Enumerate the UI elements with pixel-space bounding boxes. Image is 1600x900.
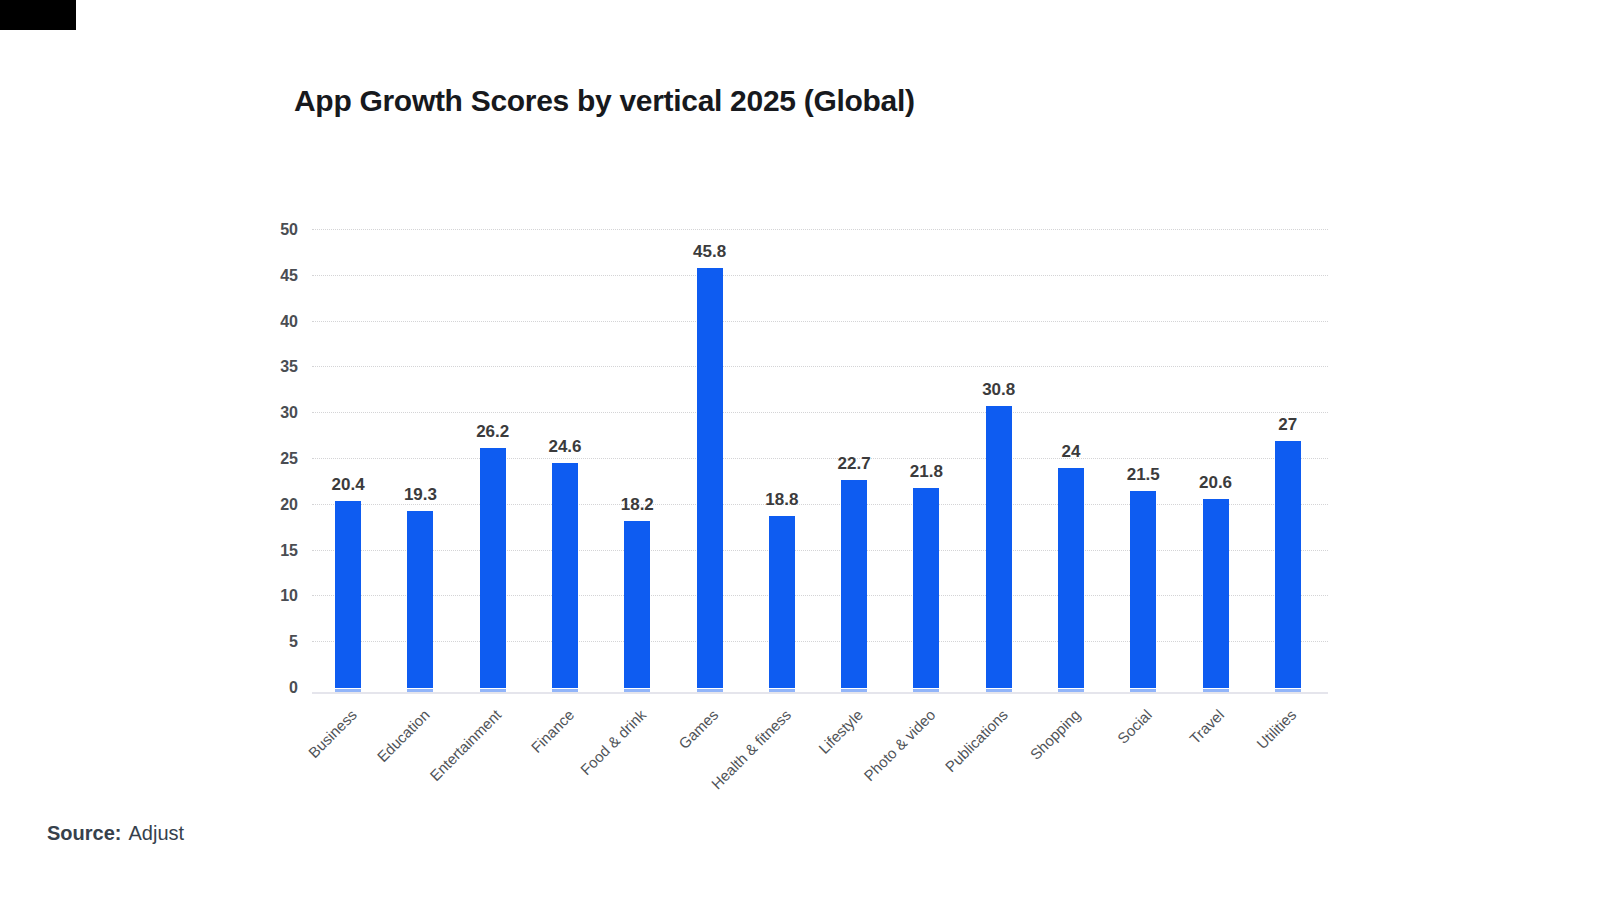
bar-food-drink[interactable]: 18.2 bbox=[624, 521, 650, 688]
bar-photo-video[interactable]: 21.8 bbox=[913, 488, 939, 688]
category-label: Travel bbox=[1186, 706, 1227, 747]
bar-games[interactable]: 45.8 bbox=[697, 268, 723, 688]
source-note: Source: Adjust bbox=[47, 822, 184, 845]
bar-column: 22.7Lifestyle bbox=[818, 230, 890, 688]
bar-health-fitness[interactable]: 18.8 bbox=[769, 516, 795, 688]
y-tick-label-25: 25 bbox=[238, 450, 298, 468]
category-label: Photo & video bbox=[860, 706, 938, 784]
y-tick-label-10: 10 bbox=[238, 587, 298, 605]
bar-education[interactable]: 19.3 bbox=[407, 511, 433, 688]
bar-column: 18.2Food & drink bbox=[601, 230, 673, 688]
bar-utilities[interactable]: 27 bbox=[1275, 441, 1301, 688]
category-label: Education bbox=[373, 706, 432, 765]
bar-column: 26.2Entertainment bbox=[457, 230, 529, 688]
bar-column: 24Shopping bbox=[1035, 230, 1107, 688]
y-tick-label-30: 30 bbox=[238, 404, 298, 422]
page: App Growth Scores by vertical 2025 (Glob… bbox=[0, 0, 1600, 900]
bar-column: 30.8Publications bbox=[963, 230, 1035, 688]
source-label: Source: bbox=[47, 822, 121, 844]
category-label: Publications bbox=[941, 706, 1010, 775]
bar-publications[interactable]: 30.8 bbox=[986, 406, 1012, 688]
bar-column: 21.8Photo & video bbox=[890, 230, 962, 688]
y-tick-label-35: 35 bbox=[238, 358, 298, 376]
bar-value-label: 26.2 bbox=[476, 422, 509, 442]
bar-column: 20.4Business bbox=[312, 230, 384, 688]
bar-entertainment[interactable]: 26.2 bbox=[480, 448, 506, 688]
bar-value-label: 18.8 bbox=[765, 490, 798, 510]
bar-column: 19.3Education bbox=[384, 230, 456, 688]
category-label: Entertainment bbox=[427, 706, 505, 784]
bar-value-label: 30.8 bbox=[982, 380, 1015, 400]
bar-value-label: 20.4 bbox=[332, 475, 365, 495]
bar-value-label: 20.6 bbox=[1199, 473, 1232, 493]
source-value: Adjust bbox=[128, 822, 184, 844]
bar-travel[interactable]: 20.6 bbox=[1203, 499, 1229, 688]
bar-value-label: 45.8 bbox=[693, 242, 726, 262]
chart-title: App Growth Scores by vertical 2025 (Glob… bbox=[294, 84, 915, 118]
bar-business[interactable]: 20.4 bbox=[335, 501, 361, 688]
category-label: Shopping bbox=[1026, 706, 1083, 763]
bar-value-label: 24 bbox=[1061, 442, 1080, 462]
bar-value-label: 19.3 bbox=[404, 485, 437, 505]
bar-value-label: 24.6 bbox=[548, 437, 581, 457]
bar-column: 20.6Travel bbox=[1179, 230, 1251, 688]
bar-lifestyle[interactable]: 22.7 bbox=[841, 480, 867, 688]
category-label: Social bbox=[1114, 706, 1155, 747]
category-label: Health & fitness bbox=[708, 706, 794, 792]
bar-value-label: 27 bbox=[1278, 415, 1297, 435]
bar-value-label: 21.8 bbox=[910, 462, 943, 482]
x-axis-line bbox=[312, 692, 1328, 694]
bar-finance[interactable]: 24.6 bbox=[552, 463, 578, 688]
corner-black-patch bbox=[0, 0, 76, 30]
bar-column: 18.8Health & fitness bbox=[746, 230, 818, 688]
y-tick-label-0: 0 bbox=[238, 679, 298, 697]
y-tick-label-45: 45 bbox=[238, 267, 298, 285]
bar-value-label: 21.5 bbox=[1127, 465, 1160, 485]
category-label: Finance bbox=[527, 706, 577, 756]
bar-column: 21.5Social bbox=[1107, 230, 1179, 688]
category-label: Utilities bbox=[1254, 706, 1300, 752]
bar-column: 27Utilities bbox=[1252, 230, 1324, 688]
bar-chart: 05101520253035404550 20.4Business19.3Edu… bbox=[312, 230, 1324, 688]
bar-value-label: 18.2 bbox=[621, 495, 654, 515]
bar-value-label: 22.7 bbox=[838, 454, 871, 474]
y-tick-label-50: 50 bbox=[238, 221, 298, 239]
bar-column: 45.8Games bbox=[673, 230, 745, 688]
bar-column: 24.6Finance bbox=[529, 230, 601, 688]
category-label: Games bbox=[675, 706, 721, 752]
y-tick-label-40: 40 bbox=[238, 313, 298, 331]
category-label: Lifestyle bbox=[815, 706, 866, 757]
category-label: Food & drink bbox=[577, 706, 649, 778]
y-tick-label-15: 15 bbox=[238, 542, 298, 560]
category-label: Business bbox=[305, 706, 360, 761]
bar-social[interactable]: 21.5 bbox=[1130, 491, 1156, 688]
y-tick-label-5: 5 bbox=[238, 633, 298, 651]
bar-shopping[interactable]: 24 bbox=[1058, 468, 1084, 688]
plot-area: 20.4Business19.3Education26.2Entertainme… bbox=[312, 230, 1324, 688]
y-tick-label-20: 20 bbox=[238, 496, 298, 514]
